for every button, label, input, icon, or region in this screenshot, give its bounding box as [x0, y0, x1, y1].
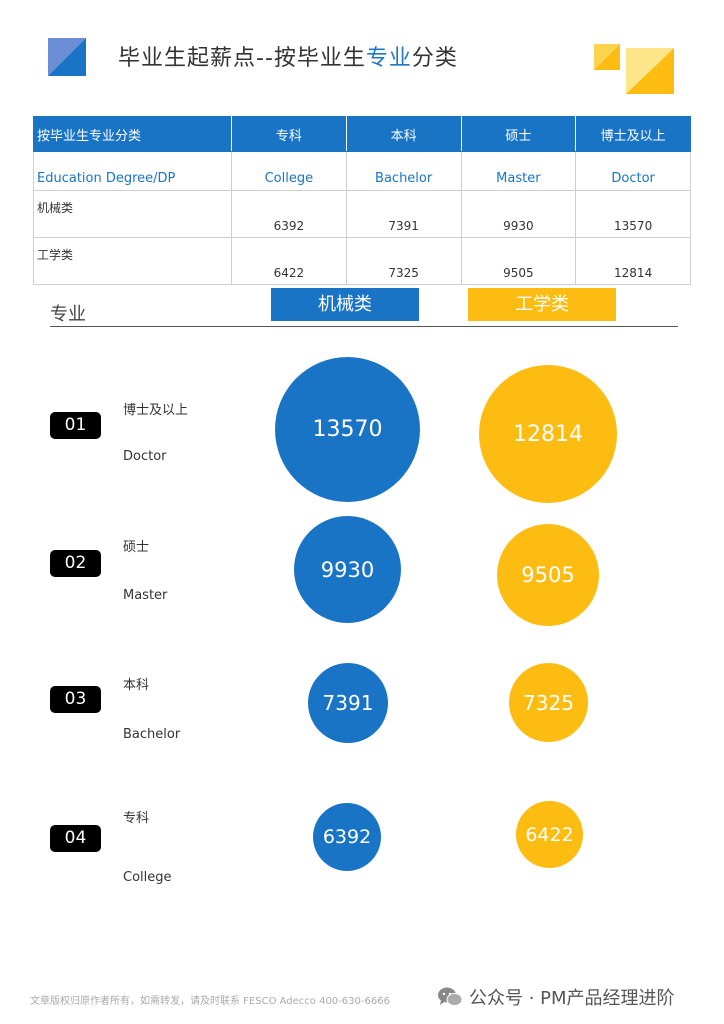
bubble-series-b: 7325	[509, 663, 588, 742]
table-header: 博士及以上	[575, 116, 691, 152]
table-cell: 13570	[575, 190, 691, 238]
row-badge: 02	[50, 550, 101, 577]
row-label-en: Master	[123, 588, 168, 603]
page-title: 毕业生起薪点--按毕业生专业分类	[118, 46, 458, 71]
row-label-cn: 硕士	[123, 540, 150, 555]
degree-table: 按毕业生专业分类 专科 本科 硕士 博士及以上 Education Degree…	[33, 116, 691, 285]
decorative-squares	[594, 44, 674, 94]
wechat-account-name: 公众号 · PM产品经理进阶	[469, 988, 675, 1009]
bubble-series-b: 6422	[516, 801, 583, 868]
row-label-en: College	[123, 870, 172, 885]
table-row: 工学类 6422 7325 9505 12814	[33, 237, 691, 285]
table-cell: 6422	[231, 237, 347, 285]
table-cell: 7325	[345, 237, 462, 285]
table-header: 硕士	[460, 116, 577, 152]
row-badge: 01	[50, 412, 101, 439]
row-label-cn: 博士及以上	[123, 403, 189, 418]
bubble-series-a: 13570	[275, 357, 420, 502]
table-cell: 12814	[575, 237, 691, 285]
table-cell: 6392	[231, 190, 347, 238]
table-cell: Bachelor	[345, 151, 462, 191]
bubble-series-a: 6392	[313, 803, 381, 871]
table-cell: 9505	[460, 237, 577, 285]
divider	[50, 326, 678, 327]
legend-series-b: 工学类	[468, 288, 616, 321]
table-cell: 工学类	[33, 237, 232, 285]
table-row-english: Education Degree/DP College Bachelor Mas…	[33, 151, 691, 191]
bubble-series-a: 7391	[308, 663, 388, 743]
table-row: 机械类 6392 7391 9930 13570	[33, 190, 691, 238]
table-cell: 7391	[345, 190, 462, 238]
row-label-cn: 专科	[123, 811, 150, 826]
bubble-series-b: 9505	[497, 524, 599, 626]
table-header: 按毕业生专业分类	[33, 116, 232, 152]
logo-mark	[48, 38, 86, 76]
major-label: 专业	[50, 304, 86, 325]
row-label-en: Doctor	[123, 449, 167, 464]
copyright-note: 文章版权归原作者所有，如需转发，请及时联系 FESCO Adecco 400-6…	[30, 996, 390, 1007]
table-cell: Doctor	[575, 151, 691, 191]
row-label-en: Bachelor	[123, 727, 181, 742]
table-cell: 9930	[460, 190, 577, 238]
table-cell: Master	[460, 151, 577, 191]
row-badge: 03	[50, 686, 101, 713]
wechat-icon	[438, 987, 463, 1006]
table-cell: 机械类	[33, 190, 232, 238]
table-cell: Education Degree/DP	[33, 151, 232, 191]
bubble-series-a: 9930	[294, 516, 401, 623]
table-header: 本科	[345, 116, 462, 152]
bubble-series-b: 12814	[479, 365, 617, 503]
legend-series-a: 机械类	[271, 288, 419, 321]
table-header-row: 按毕业生专业分类 专科 本科 硕士 博士及以上	[33, 116, 691, 152]
row-label-cn: 本科	[123, 678, 150, 693]
table-cell: College	[231, 151, 347, 191]
wechat-account: 公众号 · PM产品经理进阶	[437, 984, 675, 1010]
table-header: 专科	[231, 116, 347, 152]
row-badge: 04	[50, 825, 101, 852]
